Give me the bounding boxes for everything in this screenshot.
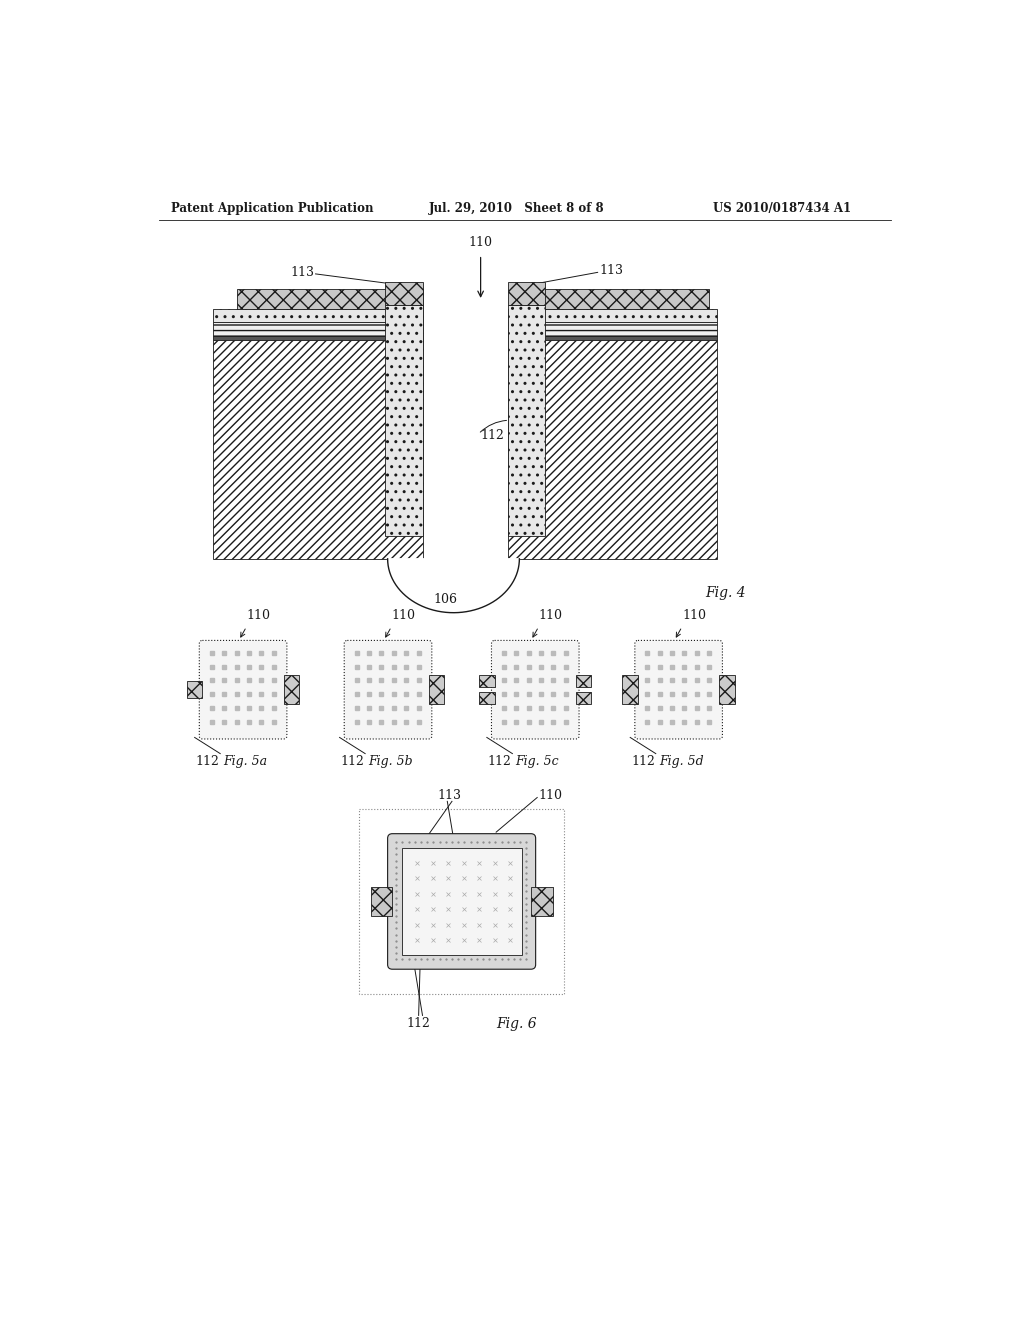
- Text: 112: 112: [480, 429, 505, 442]
- FancyBboxPatch shape: [388, 834, 536, 969]
- Bar: [401, 847, 521, 956]
- Text: 110: 110: [391, 609, 416, 622]
- Text: Fig. 5c: Fig. 5c: [515, 755, 559, 768]
- Bar: [359, 809, 564, 994]
- Bar: [385, 281, 423, 305]
- Bar: [515, 289, 710, 309]
- Text: 112: 112: [631, 755, 655, 768]
- Text: Fig. 5a: Fig. 5a: [223, 755, 267, 768]
- Text: 112: 112: [341, 755, 365, 768]
- Bar: [508, 281, 545, 305]
- Text: Jul. 29, 2010   Sheet 8 of 8: Jul. 29, 2010 Sheet 8 of 8: [429, 202, 604, 215]
- Text: US 2010/0187434 A1: US 2010/0187434 A1: [713, 202, 851, 215]
- Bar: [531, 887, 553, 916]
- Bar: [479, 675, 495, 688]
- Bar: [429, 675, 444, 705]
- Bar: [508, 341, 717, 558]
- Text: 113: 113: [290, 265, 314, 279]
- FancyBboxPatch shape: [200, 640, 287, 739]
- FancyBboxPatch shape: [635, 640, 722, 739]
- FancyBboxPatch shape: [492, 640, 579, 739]
- Text: 112: 112: [487, 755, 512, 768]
- Text: 110: 110: [539, 788, 563, 801]
- Bar: [213, 337, 423, 341]
- Text: Fig. 5b: Fig. 5b: [369, 755, 413, 768]
- Bar: [213, 309, 423, 322]
- Text: 113: 113: [437, 788, 462, 801]
- Text: 110: 110: [682, 609, 707, 622]
- Bar: [508, 322, 717, 337]
- Bar: [187, 681, 203, 698]
- Text: 112: 112: [196, 755, 219, 768]
- Text: Fig. 4: Fig. 4: [706, 586, 746, 599]
- Bar: [479, 692, 495, 705]
- Text: 113: 113: [599, 264, 624, 277]
- Text: Patent Application Publication: Patent Application Publication: [171, 202, 373, 215]
- FancyBboxPatch shape: [344, 640, 432, 739]
- Text: 110: 110: [247, 609, 270, 622]
- Text: 112: 112: [407, 1016, 430, 1030]
- Bar: [284, 675, 299, 705]
- Polygon shape: [388, 558, 519, 612]
- Text: 110: 110: [469, 236, 493, 249]
- Bar: [213, 322, 423, 337]
- Bar: [719, 675, 735, 705]
- Bar: [237, 289, 423, 309]
- Bar: [575, 675, 592, 688]
- Text: 110: 110: [539, 609, 563, 622]
- Bar: [623, 675, 638, 705]
- Bar: [213, 341, 423, 558]
- Bar: [508, 309, 717, 322]
- Text: Fig. 5d: Fig. 5d: [658, 755, 703, 768]
- Bar: [508, 305, 545, 536]
- Bar: [385, 305, 423, 536]
- Bar: [575, 692, 592, 705]
- Bar: [508, 337, 717, 341]
- Bar: [371, 887, 392, 916]
- Text: Fig. 6: Fig. 6: [496, 1016, 537, 1031]
- Text: 106: 106: [434, 594, 458, 606]
